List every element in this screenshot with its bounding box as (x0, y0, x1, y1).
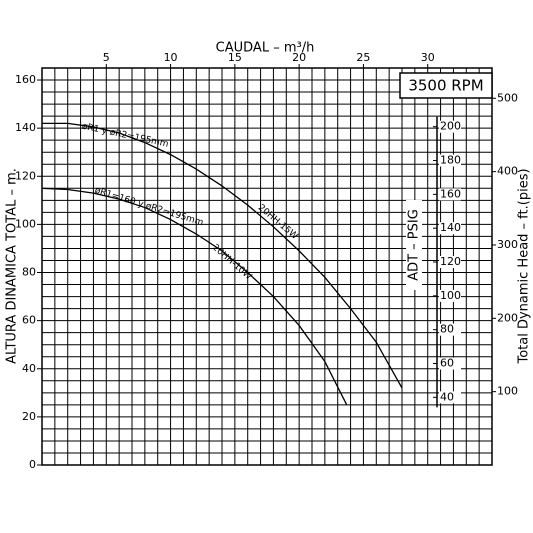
y2-label-bg (439, 391, 461, 404)
curve (41, 187, 348, 406)
y2-axis-title: ADT – PSIG (407, 209, 422, 281)
y2-tick-label: 200 (440, 120, 461, 133)
y2-tick-label: 140 (440, 221, 461, 234)
y2-tick-label: 120 (440, 255, 461, 268)
y2-tick-label: 80 (440, 323, 454, 336)
y2-tick-label: 100 (440, 289, 461, 302)
x-tick-label: 15 (228, 51, 242, 64)
title-box (399, 72, 493, 99)
y-tick-label: 0 (29, 458, 36, 471)
y3-tick-label: 500 (497, 91, 518, 104)
y2-label-bg (439, 357, 461, 370)
x-tick-label: 25 (356, 51, 370, 64)
y3-tick-label: 100 (497, 385, 518, 398)
y-tick-label: 120 (15, 169, 36, 182)
y2-tick-label: 180 (440, 154, 461, 167)
curve-annotation: øR1 y øR2=195mm (81, 122, 169, 150)
x-tick-label: 10 (164, 51, 178, 64)
y2-label-bg (439, 222, 461, 235)
y2-title-bg (406, 200, 422, 290)
y3-tick-label: 400 (497, 165, 518, 178)
y-axis-title: ALTURA DINAMICA TOTAL – m. (5, 168, 20, 364)
y-tick-label: 80 (22, 266, 36, 279)
chart-title: 3500 RPM (408, 77, 483, 95)
y-tick-label: 140 (15, 121, 36, 134)
curve-annotation: øR1=160 y øR2=195mm (93, 186, 204, 229)
x-tick-label: 20 (292, 51, 306, 64)
plot-frame (41, 67, 493, 466)
y2-tick-label: 60 (440, 357, 454, 370)
y-tick-label: 60 (22, 314, 36, 327)
x-tick-label: 5 (103, 51, 110, 64)
y2-label-bg (439, 323, 461, 336)
y2-label-bg (439, 256, 461, 269)
y2-tick-label: 160 (440, 187, 461, 200)
y3-axis-title: Total Dynamic Head – ft.(pies) (517, 168, 532, 364)
y-tick-label: 40 (22, 362, 36, 375)
y2-label-bg (439, 120, 461, 133)
y2-label-bg (439, 289, 461, 302)
y-tick-label: 100 (15, 217, 36, 230)
x-tick-label: 30 (421, 51, 435, 64)
y2-label-bg (439, 188, 461, 201)
x-axis-title: CAUDAL – m³/h (216, 41, 315, 56)
y3-tick-label: 200 (497, 311, 518, 324)
y2-label-bg (439, 154, 461, 167)
y-tick-label: 160 (15, 73, 36, 86)
y-tick-label: 20 (22, 410, 36, 423)
y3-tick-label: 300 (497, 238, 518, 251)
y2-tick-label: 40 (440, 390, 454, 403)
curve (42, 122, 403, 389)
